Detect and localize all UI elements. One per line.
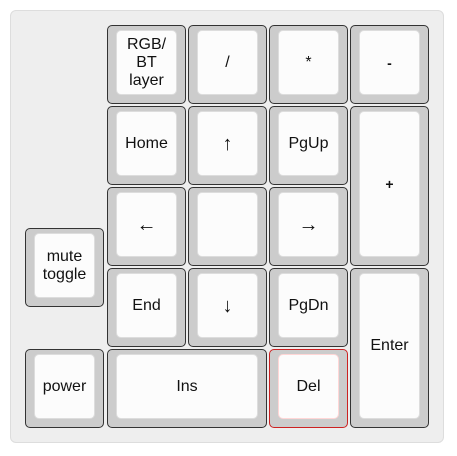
key-label <box>197 192 258 257</box>
key-label: / <box>197 30 258 95</box>
key-label: End <box>116 273 177 338</box>
key-minus[interactable]: - <box>350 25 429 104</box>
key-label: mute toggle <box>34 233 95 298</box>
key-home[interactable]: Home <box>107 106 186 185</box>
key-label: RGB/ BT layer <box>116 30 177 95</box>
key-right-arrow[interactable]: → <box>269 187 348 266</box>
key-pgup[interactable]: PgUp <box>269 106 348 185</box>
key-label: PgUp <box>278 111 339 176</box>
key-rgb-bt-layer[interactable]: RGB/ BT layer <box>107 25 186 104</box>
key-ins[interactable]: Ins <box>107 349 267 428</box>
key-label: - <box>359 30 420 95</box>
key-label: + <box>359 111 420 257</box>
left-arrow-icon: ← <box>116 192 177 257</box>
key-del[interactable]: Del <box>269 349 348 428</box>
key-label: * <box>278 30 339 95</box>
key-left-arrow[interactable]: ← <box>107 187 186 266</box>
right-arrow-icon: → <box>278 192 339 257</box>
key-asterisk[interactable]: * <box>269 25 348 104</box>
key-label: Del <box>278 354 339 419</box>
key-label: power <box>34 354 95 419</box>
key-label: Ins <box>116 354 258 419</box>
up-arrow-icon: ↑ <box>197 111 258 176</box>
down-arrow-icon: ↓ <box>197 273 258 338</box>
keyboard-layout: RGB/ BT layer / * - Home ↑ PgUp + ← → mu… <box>10 10 444 443</box>
key-power[interactable]: power <box>25 349 104 428</box>
key-down-arrow[interactable]: ↓ <box>188 268 267 347</box>
key-enter[interactable]: Enter <box>350 268 429 428</box>
key-end[interactable]: End <box>107 268 186 347</box>
key-blank[interactable] <box>188 187 267 266</box>
key-up-arrow[interactable]: ↑ <box>188 106 267 185</box>
key-plus[interactable]: + <box>350 106 429 266</box>
key-pgdn[interactable]: PgDn <box>269 268 348 347</box>
key-label: Enter <box>359 273 420 419</box>
key-slash[interactable]: / <box>188 25 267 104</box>
key-mute-toggle[interactable]: mute toggle <box>25 228 104 307</box>
key-label: Home <box>116 111 177 176</box>
key-label: PgDn <box>278 273 339 338</box>
